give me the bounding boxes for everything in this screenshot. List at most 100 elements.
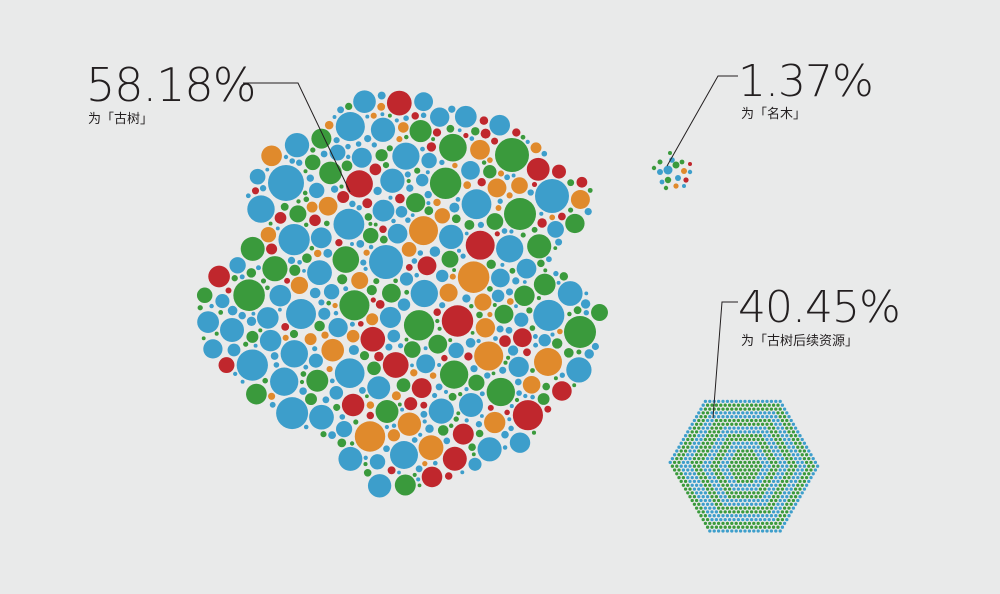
dot (738, 422, 743, 426)
bubble (530, 142, 542, 154)
dot (800, 475, 804, 480)
bubble (289, 264, 301, 276)
bubble (416, 477, 421, 482)
dot (694, 475, 699, 480)
dot (774, 483, 778, 487)
bubble (379, 235, 388, 244)
bubble (552, 381, 572, 401)
bubble (308, 353, 323, 368)
dot (758, 502, 763, 506)
bubble (675, 175, 681, 181)
bubble (410, 279, 438, 308)
dot (747, 437, 752, 442)
dot (738, 445, 743, 449)
ancient-trees-percent: 58.18% (86, 58, 256, 112)
dot (701, 426, 705, 430)
bubble (448, 338, 453, 343)
dot (771, 449, 776, 453)
dot (791, 430, 796, 434)
dot (796, 498, 800, 503)
bubble (529, 325, 536, 331)
bubble (404, 397, 418, 411)
dot (723, 495, 727, 499)
dot (694, 422, 699, 426)
dot (736, 456, 741, 461)
dot (703, 475, 708, 480)
bubble (332, 115, 337, 119)
bubble (387, 223, 408, 244)
bubble (339, 414, 346, 420)
dot (754, 510, 758, 514)
dot (734, 407, 738, 411)
bubble (372, 199, 395, 222)
bubble (424, 206, 434, 216)
bubble (289, 158, 296, 164)
dot (730, 445, 734, 449)
dot (734, 430, 738, 434)
bubble (563, 347, 574, 358)
bubble (375, 149, 388, 162)
dot (749, 525, 754, 529)
dot (736, 472, 741, 476)
dot (798, 456, 802, 461)
dot (721, 491, 725, 495)
dot (749, 449, 754, 453)
bubble (487, 178, 507, 198)
dot (782, 415, 787, 419)
bubble (304, 154, 321, 171)
dot (767, 479, 771, 484)
bubble (397, 470, 401, 475)
bubble (411, 437, 418, 443)
dot (785, 434, 789, 438)
dot (749, 403, 754, 407)
dot (714, 487, 719, 491)
dot (774, 529, 778, 533)
dot (692, 456, 697, 461)
dot (716, 506, 721, 510)
dot (716, 514, 721, 518)
bubble (526, 307, 533, 314)
dot (743, 491, 747, 495)
bubble (323, 248, 333, 258)
bubble (446, 124, 455, 133)
dot (747, 521, 752, 526)
dot (714, 441, 719, 445)
dot (791, 445, 796, 449)
dot (793, 434, 798, 438)
dot (780, 517, 785, 522)
dot (690, 430, 694, 434)
dot (741, 472, 745, 476)
bubble (508, 425, 514, 432)
dot (712, 453, 716, 457)
dot (741, 487, 745, 491)
dot (719, 403, 723, 407)
bubble (326, 366, 333, 373)
dot (723, 418, 727, 423)
dot (686, 491, 690, 495)
dot (686, 460, 690, 465)
bubble (240, 236, 265, 261)
bubble (516, 258, 537, 279)
dot (802, 456, 807, 461)
dot (749, 510, 754, 514)
bubble (439, 133, 467, 162)
dot (712, 529, 716, 533)
dot (745, 441, 749, 445)
bubble (491, 268, 510, 288)
bubble (587, 187, 593, 193)
dot (800, 445, 804, 449)
bubble (558, 212, 566, 221)
dot (763, 456, 767, 461)
bubble (535, 179, 569, 213)
dot (681, 445, 686, 449)
dot (811, 464, 815, 468)
bubble (303, 169, 308, 174)
dot (785, 426, 789, 430)
bubble (333, 310, 339, 316)
dot (802, 464, 807, 468)
dot (787, 430, 791, 434)
bubble (663, 185, 669, 191)
dot (785, 487, 789, 491)
dot (747, 506, 752, 510)
dot (780, 495, 785, 499)
